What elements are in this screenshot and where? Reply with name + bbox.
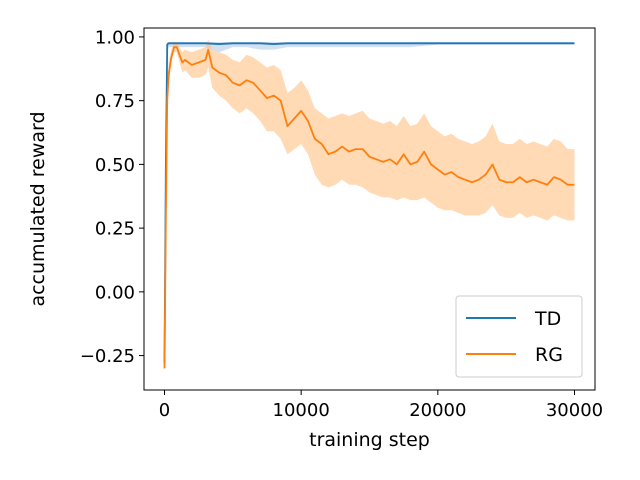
x-axis-ticks: 0 10000 20000 30000 xyxy=(159,390,603,421)
x-tick-label: 0 xyxy=(159,400,170,421)
x-tick-label: 10000 xyxy=(273,400,330,421)
series-line-td xyxy=(163,42,575,364)
y-tick-label: 0.75 xyxy=(95,91,135,112)
legend-box xyxy=(455,295,583,378)
legend-label-td: TD xyxy=(534,308,561,330)
band-rg xyxy=(164,39,575,374)
y-axis-ticks: −0.25 0.00 0.25 0.50 0.75 1.00 xyxy=(80,27,144,367)
legend: TD RG xyxy=(455,295,583,378)
confidence-bands xyxy=(164,39,575,374)
series-line-rg xyxy=(163,46,575,369)
series-lines xyxy=(163,42,575,369)
x-tick-label: 30000 xyxy=(546,400,603,421)
y-axis-label: accumulated reward xyxy=(27,111,49,306)
x-axis-label: training step xyxy=(309,429,430,451)
y-tick-label: −0.25 xyxy=(80,346,135,367)
y-tick-label: 1.00 xyxy=(95,27,135,48)
plot-area-frame xyxy=(143,27,596,391)
x-tick-label: 20000 xyxy=(409,400,466,421)
y-tick-label: 0.50 xyxy=(95,155,135,176)
y-tick-label: 0.25 xyxy=(95,219,135,240)
legend-label-rg: RG xyxy=(535,344,563,366)
y-tick-label: 0.00 xyxy=(95,282,135,303)
